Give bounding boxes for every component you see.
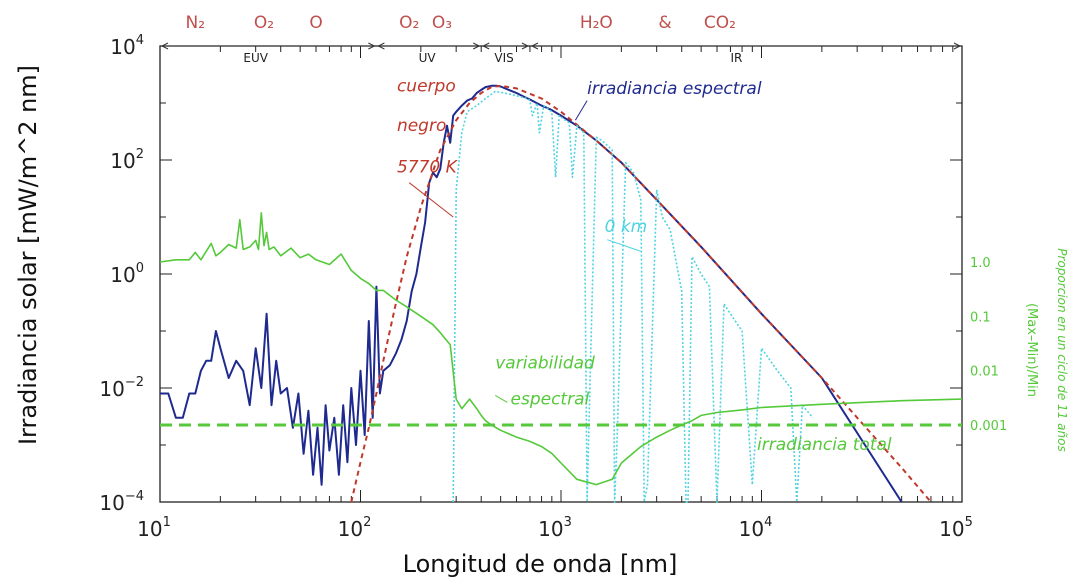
band-arrow-head	[530, 42, 539, 50]
plot-border	[159, 45, 963, 503]
band-arrow-head	[953, 42, 962, 50]
annotation-label: variabilidad	[495, 353, 595, 373]
annotation-label: negro	[397, 116, 446, 136]
annotation-label: espectral	[511, 389, 590, 409]
band-label: IR	[731, 51, 743, 65]
pointer-irradiancia	[574, 100, 588, 121]
molecule-label: O₃	[432, 13, 452, 33]
pointer-cuerpo-negro	[408, 182, 454, 218]
band-arrow-head	[521, 42, 530, 50]
molecule-label: H₂O	[580, 13, 613, 33]
band-label: EUV	[243, 51, 268, 65]
right-tick-label: 0.1	[970, 310, 991, 325]
y-tick-label: 100	[110, 261, 144, 287]
molecule-label: &	[658, 13, 671, 33]
y-tick-label: 102	[110, 147, 144, 173]
right-axis-sublabel: (Max–Min)/Min	[1024, 303, 1039, 397]
band-label: UV	[419, 51, 437, 65]
right-tick-label: 1.0	[970, 256, 991, 271]
series-0-km	[452, 90, 814, 503]
x-tick-label: 101	[137, 515, 171, 541]
y-tick-label: 10−2	[99, 375, 144, 401]
x-axis-label: Longitud de onda [nm]	[403, 550, 678, 578]
molecule-label: O₂	[399, 13, 419, 33]
band-arrow-head	[368, 42, 376, 50]
right-axis-label: Proporcion en un ciclo de 11 años	[1055, 248, 1069, 451]
y-tick-label: 104	[110, 33, 144, 59]
right-tick-label: 0.01	[970, 365, 999, 380]
x-tick-label: 105	[939, 515, 973, 541]
x-tick-label: 103	[538, 515, 572, 541]
band-arrows: N₂ O₂ O O₂ O₃ H₂O & CO₂ EUV UV VIS IR	[160, 13, 962, 65]
molecule-label: O	[309, 13, 322, 33]
annotations: cuerpo negro 5770 K irradiancia espectral 0 …	[397, 76, 892, 454]
y-tick-label: 10−4	[99, 489, 144, 515]
molecule-label: O₂	[254, 13, 274, 33]
plot-frame	[159, 45, 963, 503]
annotation-label: cuerpo	[397, 76, 456, 96]
series-variabilidad-espectral	[159, 212, 963, 486]
y-axis-label: Irradiancia solar [mW/m^2 nm]	[14, 65, 42, 445]
annotation-label: irradiancia espectral	[587, 79, 762, 99]
right-tick-label: 0.001	[970, 419, 1007, 434]
molecule-label: CO₂	[704, 13, 736, 33]
band-arrow-head	[482, 42, 490, 50]
band-arrow-head	[377, 42, 385, 50]
pointer-variabilidad	[495, 395, 508, 403]
x-tick-label: 104	[739, 515, 773, 541]
tick-labels: 101 102 103 104 105 10−4 10−2 100 102 104 1.0 0.1 0.…	[99, 33, 1007, 541]
pointer-0km	[607, 239, 641, 252]
band-arrow-head	[160, 42, 169, 50]
band-label: VIS	[494, 51, 513, 65]
molecule-label: N₂	[186, 13, 206, 33]
annotation-label: irradiancia total	[757, 435, 892, 455]
series-irradiancia-espectral	[160, 84, 903, 503]
x-tick-label: 102	[338, 515, 372, 541]
annotation-label: 0 km	[605, 217, 648, 237]
annotation-label: 5770 K	[397, 158, 459, 178]
series-cuerpo-negro-5770-k	[350, 84, 932, 503]
series-group	[159, 84, 963, 503]
band-arrow-head	[472, 42, 481, 50]
